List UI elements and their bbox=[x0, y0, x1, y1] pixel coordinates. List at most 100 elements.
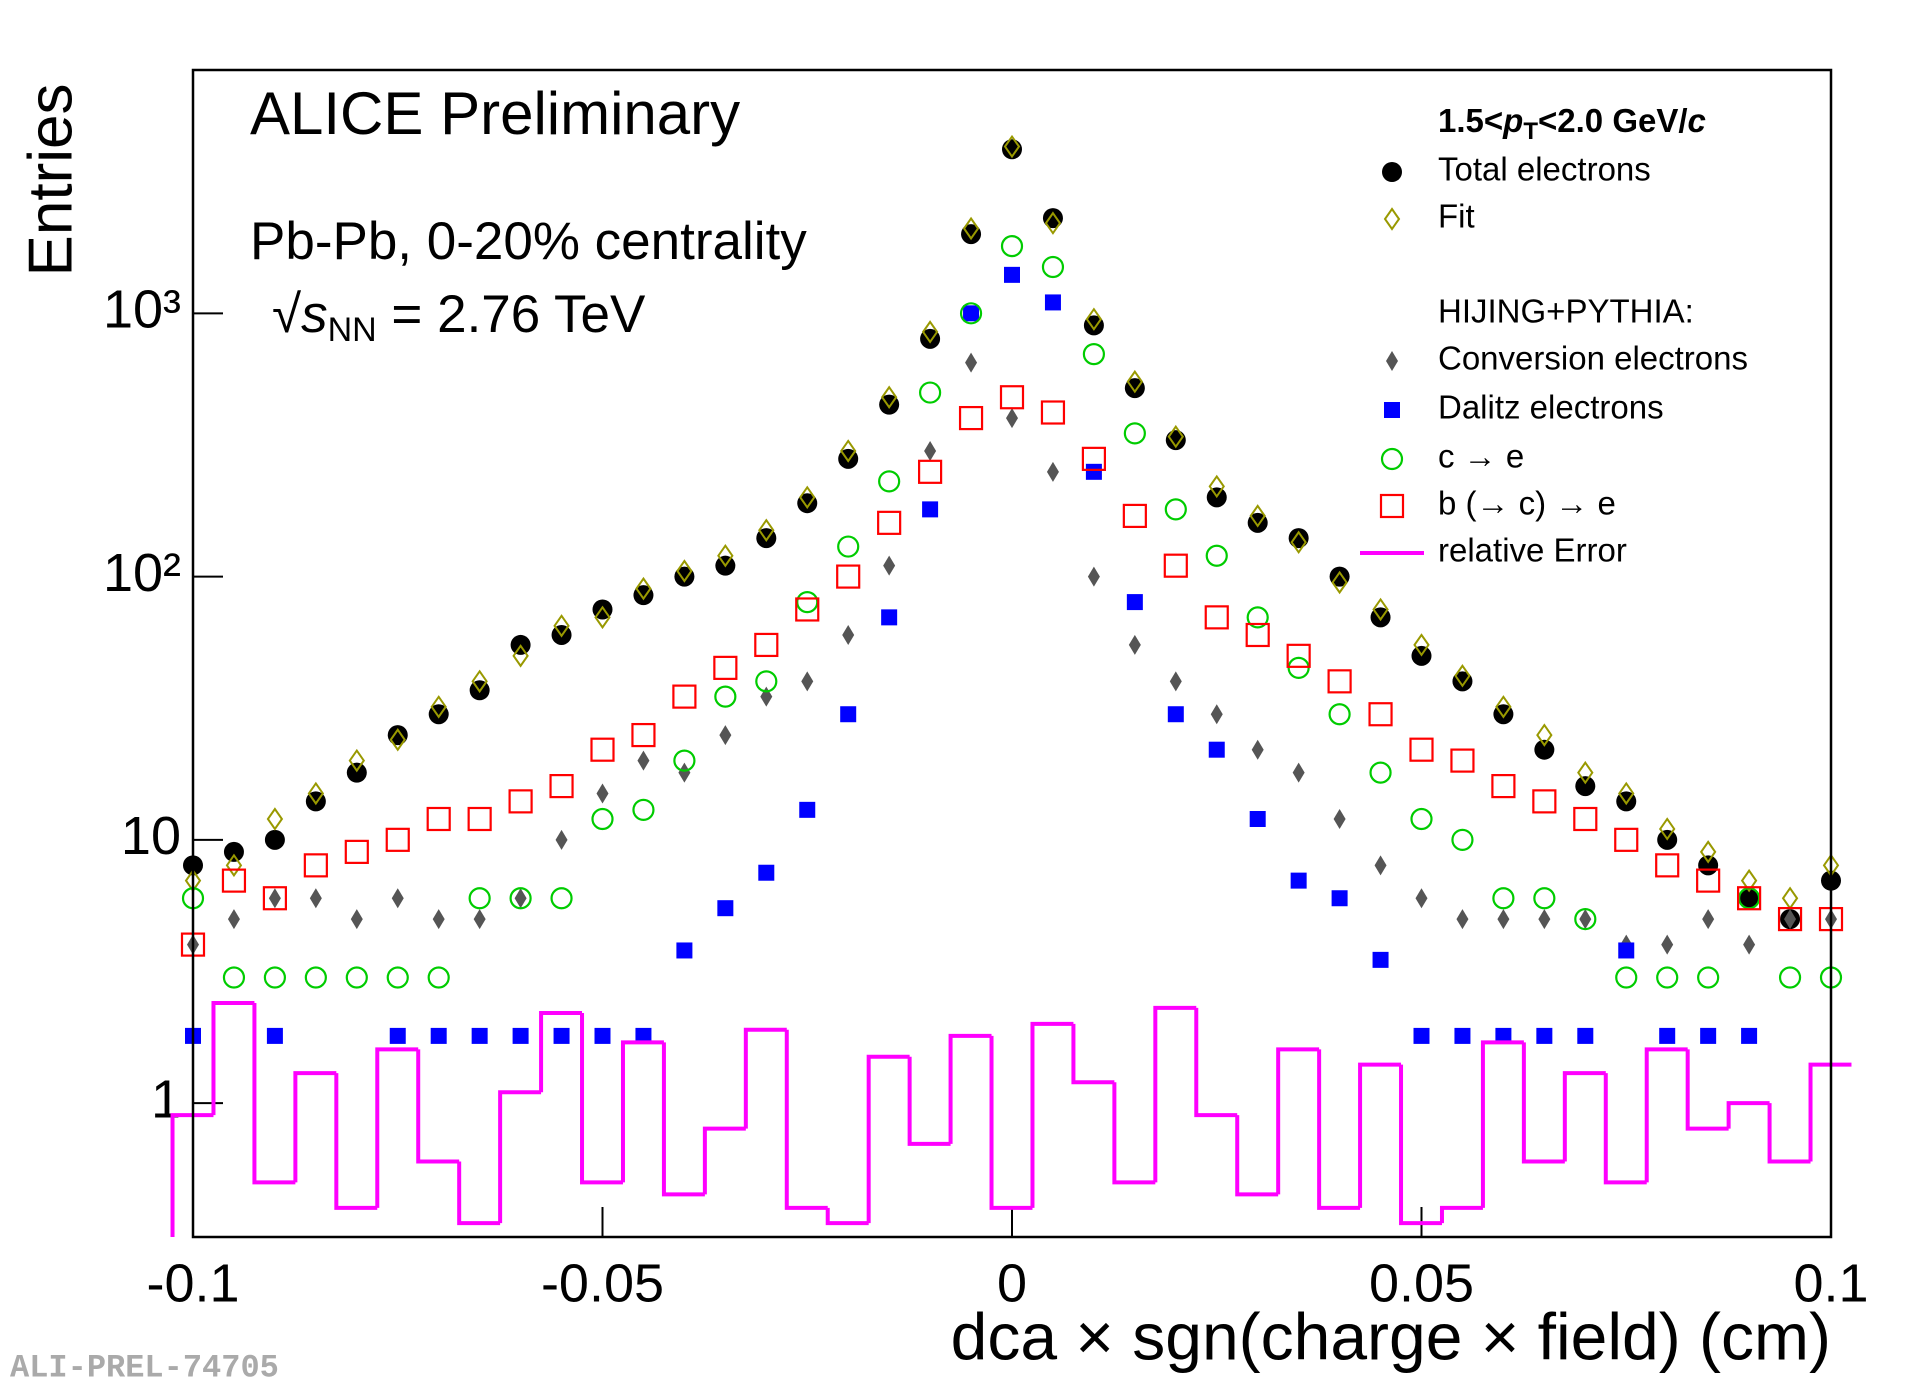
point bbox=[1413, 633, 1430, 657]
error-step bbox=[1317, 1049, 1361, 1210]
point bbox=[1249, 504, 1266, 528]
point bbox=[921, 320, 939, 344]
point bbox=[471, 1027, 488, 1044]
error-step bbox=[825, 1207, 869, 1226]
point bbox=[799, 801, 816, 818]
point bbox=[1208, 474, 1225, 499]
point bbox=[1044, 294, 1061, 311]
point bbox=[1614, 827, 1639, 852]
text-part: c bbox=[1688, 102, 1706, 139]
error-step bbox=[1521, 1042, 1565, 1164]
point bbox=[755, 670, 778, 693]
error-step bbox=[170, 1113, 214, 1237]
point bbox=[1699, 840, 1717, 864]
error-step bbox=[1603, 1073, 1647, 1185]
series bbox=[184, 134, 1840, 910]
point bbox=[1741, 1027, 1758, 1044]
point bbox=[632, 798, 655, 821]
point bbox=[1409, 737, 1434, 762]
point bbox=[878, 470, 901, 493]
y-axis-label: Entries bbox=[16, 84, 85, 277]
x-tick-label: 0.05 bbox=[1369, 1253, 1474, 1313]
legend-label: Conversion electrons bbox=[1438, 340, 1748, 377]
annotation: 1.5<pT<2.0 GeV/c bbox=[1438, 102, 1706, 146]
point bbox=[924, 440, 937, 461]
point bbox=[549, 774, 574, 799]
point bbox=[263, 966, 286, 989]
point bbox=[1697, 966, 1720, 989]
error-step bbox=[1562, 1071, 1606, 1162]
point bbox=[637, 750, 650, 771]
point bbox=[839, 439, 857, 463]
error-step bbox=[252, 1003, 296, 1185]
error-step bbox=[1235, 1115, 1279, 1197]
x-tick-label: -0.1 bbox=[146, 1253, 239, 1313]
error-step bbox=[743, 1027, 787, 1129]
point bbox=[590, 737, 615, 762]
error-step bbox=[1644, 1047, 1688, 1183]
point bbox=[837, 535, 860, 558]
point bbox=[1575, 776, 1596, 797]
error-step bbox=[1071, 1023, 1115, 1085]
point bbox=[387, 725, 408, 746]
point bbox=[758, 864, 775, 881]
error-step bbox=[1112, 1082, 1156, 1185]
point bbox=[1577, 1027, 1594, 1044]
point bbox=[1167, 706, 1184, 723]
point bbox=[672, 684, 697, 709]
point bbox=[1208, 741, 1225, 758]
point bbox=[1164, 498, 1187, 521]
point bbox=[1123, 422, 1146, 445]
point bbox=[553, 1027, 570, 1044]
point bbox=[1210, 704, 1223, 725]
legend-label: c → e bbox=[1438, 438, 1524, 475]
error-step bbox=[539, 1010, 583, 1093]
point bbox=[1577, 760, 1594, 785]
point bbox=[1574, 907, 1597, 931]
point bbox=[1659, 1027, 1676, 1044]
point bbox=[1410, 807, 1433, 831]
point bbox=[1454, 664, 1471, 688]
point bbox=[713, 655, 738, 680]
point bbox=[840, 706, 857, 723]
point bbox=[591, 807, 614, 831]
error-step bbox=[1480, 1040, 1524, 1208]
series bbox=[187, 352, 1837, 955]
point bbox=[918, 381, 942, 404]
point bbox=[307, 781, 325, 806]
point bbox=[1491, 774, 1516, 799]
error-step bbox=[1808, 1062, 1852, 1162]
error-step bbox=[1399, 1064, 1442, 1226]
point bbox=[262, 886, 287, 911]
error-step bbox=[1358, 1062, 1402, 1208]
point bbox=[1292, 762, 1305, 783]
point bbox=[1288, 528, 1309, 549]
point bbox=[427, 966, 450, 989]
point bbox=[1454, 1027, 1471, 1044]
point bbox=[225, 853, 243, 878]
point bbox=[391, 888, 404, 909]
point bbox=[1736, 886, 1762, 911]
point bbox=[221, 868, 247, 893]
point bbox=[473, 909, 486, 930]
annotation: Pb-Pb, 0-20% centrality bbox=[250, 212, 807, 271]
point bbox=[1041, 255, 1065, 279]
point bbox=[1451, 828, 1474, 851]
point bbox=[508, 789, 533, 814]
point bbox=[1658, 817, 1676, 841]
point bbox=[1533, 887, 1556, 910]
point bbox=[631, 722, 656, 748]
point bbox=[635, 1027, 652, 1044]
error-step bbox=[1439, 1205, 1483, 1224]
point bbox=[801, 671, 814, 692]
point bbox=[1698, 855, 1719, 876]
point bbox=[1290, 530, 1307, 555]
point bbox=[1126, 594, 1143, 611]
text-part: <2.0 GeV/ bbox=[1538, 102, 1688, 139]
point bbox=[1087, 566, 1100, 587]
point bbox=[1739, 888, 1760, 909]
point bbox=[1696, 868, 1721, 893]
point bbox=[1286, 643, 1311, 668]
point bbox=[1333, 808, 1346, 829]
